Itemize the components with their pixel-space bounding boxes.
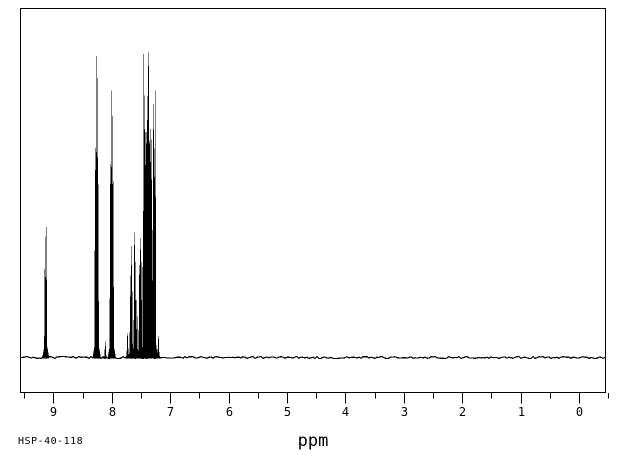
x-axis-tick-label: 2 — [459, 405, 466, 419]
x-axis-tick-label: 0 — [576, 405, 583, 419]
x-axis-unit-label: ppm — [297, 431, 329, 451]
sample-id-label: HSP-40-118 — [18, 436, 84, 447]
x-axis-tick-label: 7 — [167, 405, 174, 419]
baseline-trace — [20, 355, 606, 360]
x-axis-tick-label: 9 — [50, 405, 57, 419]
x-axis-tick-label: 5 — [284, 405, 291, 419]
x-axis-tick-label: 8 — [109, 405, 116, 419]
plot-frame — [20, 8, 606, 393]
x-axis-tick-label: 3 — [401, 405, 408, 419]
x-axis-tick-label: 1 — [518, 405, 525, 419]
x-axis-tick-label: 4 — [342, 405, 349, 419]
x-axis-tick-label: 6 — [226, 405, 233, 419]
spectrum-trace — [42, 40, 162, 359]
